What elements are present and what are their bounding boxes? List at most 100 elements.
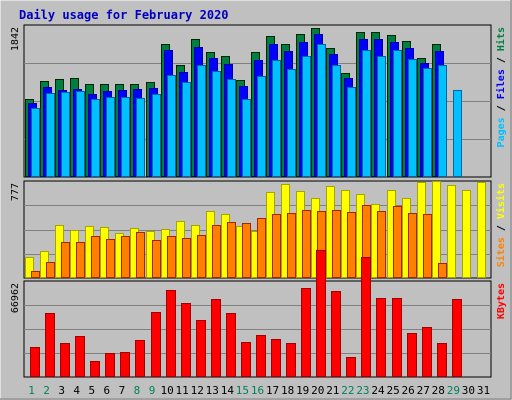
- bar-pages-day-26: [408, 59, 417, 177]
- bar-kbytes-day-25: [392, 298, 402, 377]
- bar-pages-day-25: [393, 50, 402, 177]
- bar-pages-day-11: [182, 82, 191, 177]
- day-label-17: 17: [266, 384, 279, 397]
- bar-kbytes-day-20: [316, 250, 326, 377]
- day-label-8: 8: [134, 384, 141, 397]
- bar-pages-day-12: [197, 65, 206, 177]
- bar-pages-day-28: [438, 65, 447, 177]
- bar-visits-day-31: [477, 182, 486, 278]
- bar-sites-day-16: [257, 218, 266, 278]
- day-label-24: 24: [371, 384, 385, 397]
- bar-pages-day-14: [227, 79, 236, 177]
- bar-kbytes-day-23: [361, 257, 371, 377]
- day-label-27: 27: [417, 384, 430, 397]
- bar-kbytes-day-26: [407, 333, 417, 377]
- bar-sites-day-15: [242, 223, 251, 278]
- bar-kbytes-day-10: [166, 290, 176, 377]
- legend-visits: Visits: [495, 183, 507, 219]
- panels-group: [23, 24, 492, 378]
- bar-pages-day-3: [61, 92, 70, 177]
- bar-sites-day-24: [377, 211, 386, 278]
- day-label-28: 28: [432, 384, 445, 397]
- legend-separator: /: [496, 99, 507, 117]
- legend-top: Pages / Files / Hits: [495, 27, 507, 147]
- bar-kbytes-day-29: [452, 299, 462, 377]
- bar-pages-day-13: [212, 71, 221, 177]
- bar-pages-day-9: [152, 94, 161, 177]
- legend-files: Files: [495, 69, 507, 99]
- bar-kbytes-day-16: [256, 335, 266, 377]
- bar-sites-day-27: [423, 214, 432, 278]
- y-labels-group: 1842 Pages / Files / Hits 777 Sites / Visit…: [10, 27, 507, 319]
- bar-visits-day-28: [432, 181, 441, 278]
- bar-pages-day-7: [121, 97, 130, 177]
- bar-kbytes-day-21: [331, 291, 341, 377]
- bar-sites-day-5: [91, 236, 100, 278]
- bar-kbytes-day-4: [75, 336, 85, 377]
- day-label-1: 1: [28, 384, 35, 397]
- bar-kbytes-day-13: [211, 299, 221, 377]
- day-label-2: 2: [43, 384, 50, 397]
- bar-kbytes-day-9: [151, 312, 161, 377]
- y-max-label-bottom: 66962: [10, 283, 21, 313]
- legend-separator: /: [496, 219, 507, 237]
- bar-pages-day-27: [423, 68, 432, 177]
- bar-sites-day-22: [347, 212, 356, 278]
- day-label-9: 9: [149, 384, 156, 397]
- bar-kbytes-day-17: [271, 339, 281, 377]
- day-label-22: 22: [341, 384, 354, 397]
- bar-sites-day-26: [408, 213, 417, 278]
- day-label-26: 26: [402, 384, 415, 397]
- bar-sites-day-28: [438, 263, 447, 278]
- legend-bottom: KBytes: [496, 283, 507, 319]
- bar-pages-day-4: [76, 91, 85, 177]
- legend-kbytes: KBytes: [496, 283, 507, 319]
- chart-title: Daily usage for February 2020: [19, 8, 229, 22]
- day-label-16: 16: [251, 384, 264, 397]
- bar-visits-day-29: [447, 185, 456, 278]
- panel-bottom: [23, 250, 492, 378]
- day-label-7: 7: [119, 384, 126, 397]
- day-label-12: 12: [191, 384, 204, 397]
- bar-sites-day-6: [106, 239, 115, 278]
- y-max-label-top: 1842: [10, 27, 21, 51]
- bar-visits-day-1: [25, 257, 34, 278]
- bar-kbytes-day-19: [301, 288, 311, 377]
- bar-pages-day-15: [242, 99, 251, 177]
- bar-sites-day-14: [227, 222, 236, 278]
- bar-sites-day-12: [197, 235, 206, 278]
- day-labels-group: 1 2 3 4 5 6 7 8 9 10 11 12 13 14 15 16 17 18 19 20 21 22 23 24 2…: [28, 384, 490, 397]
- bar-sites-day-2: [46, 262, 55, 278]
- legend-hits: Hits: [495, 27, 507, 51]
- bar-kbytes-day-22: [346, 357, 356, 377]
- day-label-18: 18: [281, 384, 294, 397]
- day-label-20: 20: [311, 384, 324, 397]
- bar-sites-day-19: [302, 210, 311, 278]
- bar-kbytes-day-15: [241, 342, 251, 377]
- day-label-10: 10: [160, 384, 173, 397]
- day-label-31: 31: [477, 384, 490, 397]
- panel-top: [23, 24, 492, 178]
- day-label-15: 15: [236, 384, 249, 397]
- bar-pages-day-6: [106, 97, 115, 177]
- legend-middle: Sites / Visits: [495, 183, 507, 267]
- bar-kbytes-day-12: [196, 320, 206, 377]
- bar-sites-day-17: [272, 214, 281, 278]
- day-label-5: 5: [88, 384, 95, 397]
- bar-kbytes-day-11: [181, 303, 191, 377]
- bar-sites-day-10: [167, 236, 176, 278]
- bar-kbytes-day-28: [437, 343, 447, 377]
- bar-kbytes-day-1: [30, 347, 40, 377]
- day-label-6: 6: [104, 384, 111, 397]
- day-label-13: 13: [206, 384, 219, 397]
- bar-kbytes-day-24: [376, 298, 386, 377]
- bar-pages-day-2: [46, 93, 55, 177]
- bar-pages-day-21: [332, 65, 341, 177]
- bar-pages-day-16: [257, 76, 266, 177]
- bar-kbytes-day-5: [90, 361, 100, 377]
- bar-sites-day-3: [61, 242, 70, 278]
- bar-pages-day-20: [317, 44, 326, 177]
- bar-pages-day-5: [91, 99, 100, 177]
- bar-sites-day-13: [212, 225, 221, 278]
